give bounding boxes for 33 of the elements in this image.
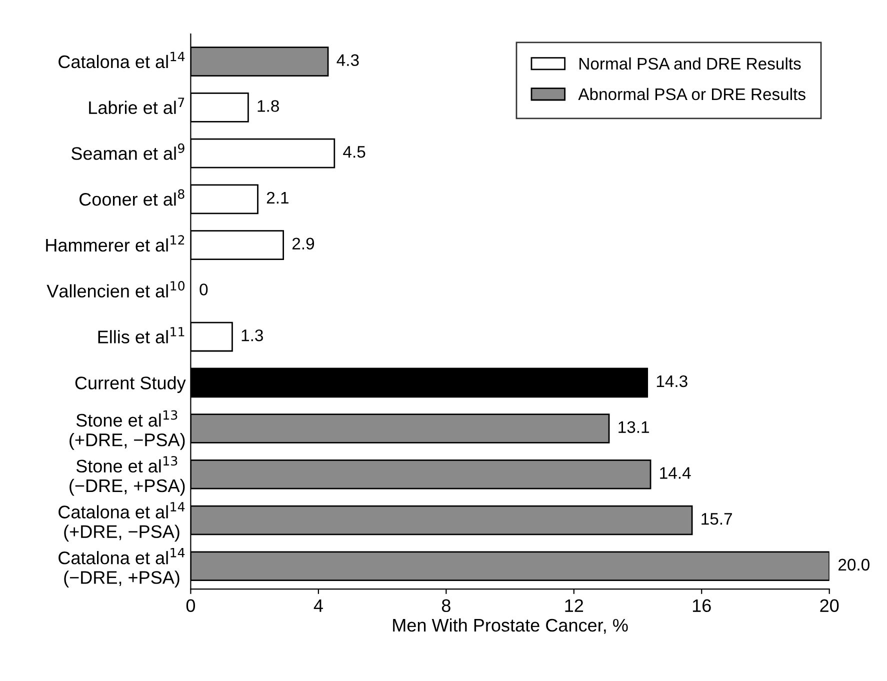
data-label: 4.5	[343, 146, 366, 158]
x-tick-label: 12	[565, 599, 584, 612]
data-label: 15.7	[702, 513, 732, 525]
y-tick-label: Stone et al$^{13}$ (+DRE, −PSA)	[70, 410, 185, 450]
y-tick-label: Catalona et al$^{14}$ (−DRE, +PSA)	[58, 548, 185, 588]
legend-label: Abnormal PSA or DRE Results	[578, 88, 806, 100]
y-tick-label: Stone et al$^{13}$ (−DRE, +PSA)	[70, 456, 185, 496]
data-label: 20.0	[838, 558, 870, 571]
x-tick-label: 20	[820, 599, 839, 612]
y-tick-label: Vallencien et al$^{10}$	[46, 281, 185, 298]
y-tick-label: Ellis et al$^{11}$	[98, 327, 184, 344]
data-label: 14.3	[656, 375, 688, 388]
data-label: 0	[200, 284, 208, 296]
data-label: 13.1	[618, 421, 649, 433]
data-label: 2.9	[292, 238, 314, 250]
data-label: 1.3	[242, 329, 263, 342]
data-label: 4.3	[336, 54, 359, 66]
x-tick-label: 4	[314, 599, 323, 612]
y-tick-label: Labrie et al$^{7}$	[89, 98, 184, 114]
y-tick-label: Catalona et al$^{14}$	[58, 52, 185, 68]
y-tick-label: Cooner et al$^{8}$	[80, 189, 184, 206]
data-label: 2.1	[266, 192, 288, 204]
data-label: 1.8	[258, 100, 279, 112]
y-tick-label: Current Study	[75, 376, 186, 393]
x-tick-label: 8	[442, 599, 450, 612]
data-label: 14.4	[660, 467, 691, 479]
legend-label: Normal PSA and DRE Results	[580, 57, 801, 70]
x-tick-label: 0	[186, 599, 196, 612]
y-tick-label: Catalona et al$^{14}$ (+DRE, −PSA)	[58, 502, 185, 542]
x-axis-title: Men With Prostate Cancer, %	[393, 618, 628, 634]
x-tick-label: 16	[692, 599, 711, 612]
y-tick-label: Hammerer et al$^{12}$	[46, 235, 184, 252]
y-tick-label: Seaman et al$^{9}$	[71, 143, 184, 160]
